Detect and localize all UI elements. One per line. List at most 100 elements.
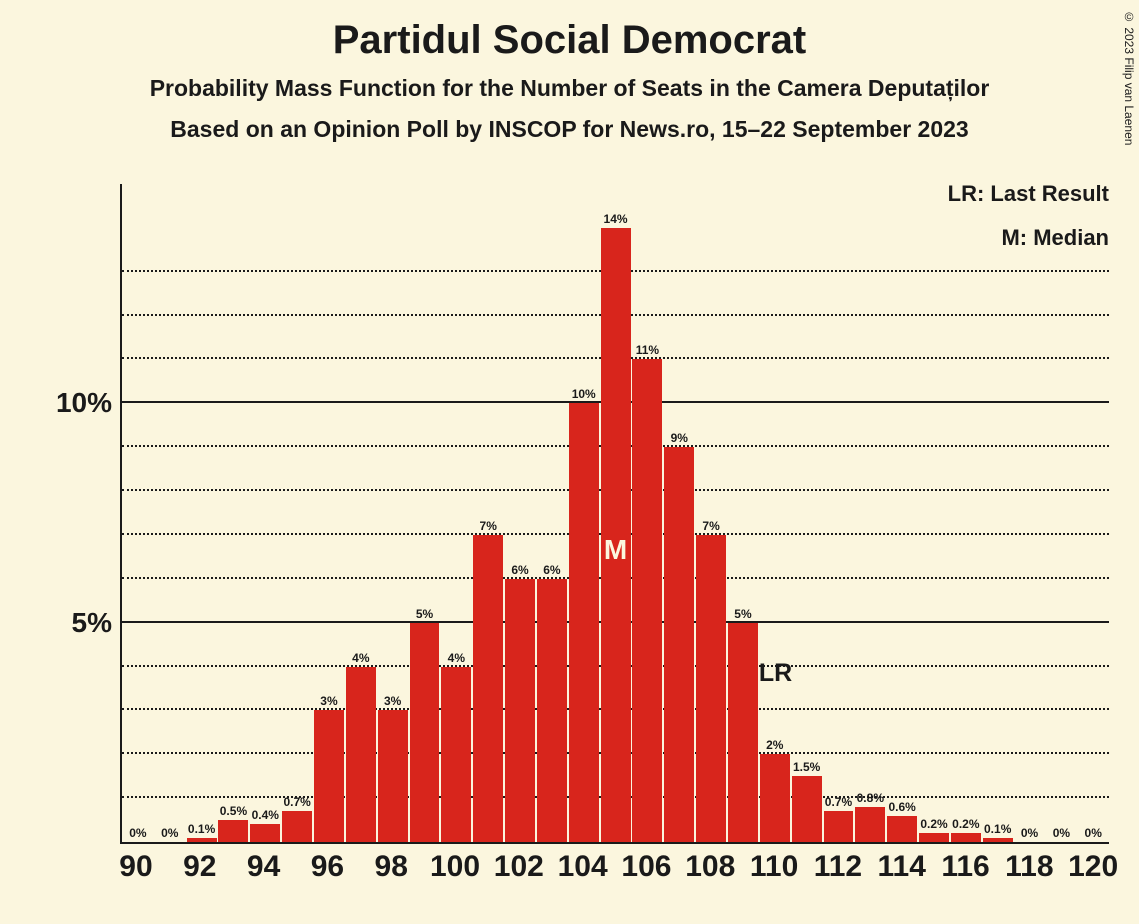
- bar-slot: 4%: [440, 184, 472, 842]
- bar-slot: 9%: [663, 184, 695, 842]
- bar-slot: 7%: [472, 184, 504, 842]
- x-axis-slot: 94: [248, 844, 280, 904]
- bars-container: 0%0%0.1%0.5%0.4%0.7%3%4%3%5%4%7%6%6%10%1…: [122, 184, 1109, 842]
- chart-container: LR: Last Result M: Median 5%10% 0%0%0.1%…: [40, 180, 1119, 904]
- x-axis: 9092949698100102104106108110112114116118…: [120, 844, 1109, 904]
- bar-slot: 0%: [1014, 184, 1046, 842]
- x-axis-slot: 106: [631, 844, 663, 904]
- y-axis-label: 10%: [56, 387, 122, 419]
- bar-value-label: 0.1%: [984, 822, 1011, 838]
- bar-slot: 0.5%: [218, 184, 250, 842]
- chart-title: Partidul Social Democrat: [0, 0, 1139, 63]
- x-axis-slot: 114: [886, 844, 918, 904]
- x-axis-slot: 108: [694, 844, 726, 904]
- x-axis-slot: 98: [375, 844, 407, 904]
- bar-value-label: 6%: [543, 563, 560, 579]
- bar-slot: 10%: [568, 184, 600, 842]
- bar: 0.1%: [983, 838, 1013, 842]
- bar: 14%M: [601, 228, 631, 842]
- bar: 0.8%: [855, 807, 885, 842]
- bar-value-label: 0%: [161, 826, 178, 842]
- x-axis-slot: 110: [758, 844, 790, 904]
- bar-value-label: 0.8%: [857, 791, 884, 807]
- x-axis-slot: 102: [503, 844, 535, 904]
- x-axis-label: 120: [1068, 850, 1118, 884]
- bar-value-label: 9%: [671, 431, 688, 447]
- bar-slot: 3%: [377, 184, 409, 842]
- bar-slot: 11%: [632, 184, 664, 842]
- x-axis-slot: [216, 844, 248, 904]
- x-axis-slot: 112: [822, 844, 854, 904]
- bar-value-label: 0.6%: [888, 800, 915, 816]
- bar: 1.5%: [792, 776, 822, 842]
- chart-subtitle-1: Probability Mass Function for the Number…: [0, 75, 1139, 102]
- bar-value-label: 1.5%: [793, 760, 820, 776]
- bar-slot: 0.7%: [823, 184, 855, 842]
- copyright-text: © 2023 Filip van Laenen: [1122, 10, 1136, 145]
- bar-value-label: 0%: [1053, 826, 1070, 842]
- bar-slot: 0%: [1077, 184, 1109, 842]
- bar-value-label: 0%: [1085, 826, 1102, 842]
- x-axis-slot: 90: [120, 844, 152, 904]
- bar-value-label: 7%: [702, 519, 719, 535]
- bar-slot: 6%: [504, 184, 536, 842]
- bar: 10%: [569, 403, 599, 842]
- bar: 3%: [378, 710, 408, 842]
- x-axis-slot: 116: [950, 844, 982, 904]
- bar: 0.7%: [282, 811, 312, 842]
- bar-slot: 4%: [345, 184, 377, 842]
- bar: 4%: [346, 667, 376, 842]
- bar-value-label: 0.2%: [920, 817, 947, 833]
- bar-slot: 0.7%: [281, 184, 313, 842]
- bar-value-label: 0.2%: [952, 817, 979, 833]
- bar: 0.2%: [919, 833, 949, 842]
- plot-area: 5%10% 0%0%0.1%0.5%0.4%0.7%3%4%3%5%4%7%6%…: [120, 184, 1109, 844]
- bar: 5%: [410, 623, 440, 842]
- x-axis-slot: 120: [1077, 844, 1109, 904]
- x-axis-slot: [152, 844, 184, 904]
- bar-value-label: 14%: [604, 212, 628, 228]
- bar: 2%: [760, 754, 790, 842]
- bar: 7%: [696, 535, 726, 842]
- bar-slot: 0.8%: [854, 184, 886, 842]
- x-axis-slot: 96: [311, 844, 343, 904]
- bar: 4%: [441, 667, 471, 842]
- bar: 9%: [664, 447, 694, 842]
- bar: 0.5%: [218, 820, 248, 842]
- x-axis-slot: 104: [567, 844, 599, 904]
- bar-value-label: 0.7%: [283, 795, 310, 811]
- last-result-marker: LR: [759, 659, 792, 688]
- bar-value-label: 0%: [129, 826, 146, 842]
- y-axis-label: 5%: [72, 607, 122, 639]
- bar: 7%: [473, 535, 503, 842]
- bar-value-label: 4%: [448, 651, 465, 667]
- bar-slot: 7%: [695, 184, 727, 842]
- bar-value-label: 11%: [636, 343, 659, 359]
- bar-value-label: 7%: [480, 519, 497, 535]
- bar-slot: 0.2%: [950, 184, 982, 842]
- bar-value-label: 10%: [572, 387, 596, 403]
- bar-slot: 6%: [536, 184, 568, 842]
- bar: 0.2%: [951, 833, 981, 842]
- x-axis-slot: 118: [1013, 844, 1045, 904]
- bar-slot: 0.1%: [186, 184, 218, 842]
- bar-slot: 0.2%: [918, 184, 950, 842]
- bar: 6%: [505, 579, 535, 842]
- x-axis-slot: 92: [184, 844, 216, 904]
- bar: 6%: [537, 579, 567, 842]
- x-axis-label: 92: [183, 850, 216, 884]
- x-axis-slot: [280, 844, 312, 904]
- x-axis-label: 90: [119, 850, 152, 884]
- bar-value-label: 0.5%: [220, 804, 247, 820]
- bar-slot: 2% LR: [759, 184, 791, 842]
- bar-value-label: 3%: [320, 694, 337, 710]
- bar-value-label: 3%: [384, 694, 401, 710]
- bar: 0.7%: [824, 811, 854, 842]
- x-axis-slot: [343, 844, 375, 904]
- x-axis-label: 98: [375, 850, 408, 884]
- bar-value-label: 4%: [352, 651, 369, 667]
- bar-slot: 0%: [154, 184, 186, 842]
- bar-slot: 5%: [409, 184, 441, 842]
- bar-value-label: 2%: [766, 738, 783, 754]
- bar: 0.1%: [187, 838, 217, 842]
